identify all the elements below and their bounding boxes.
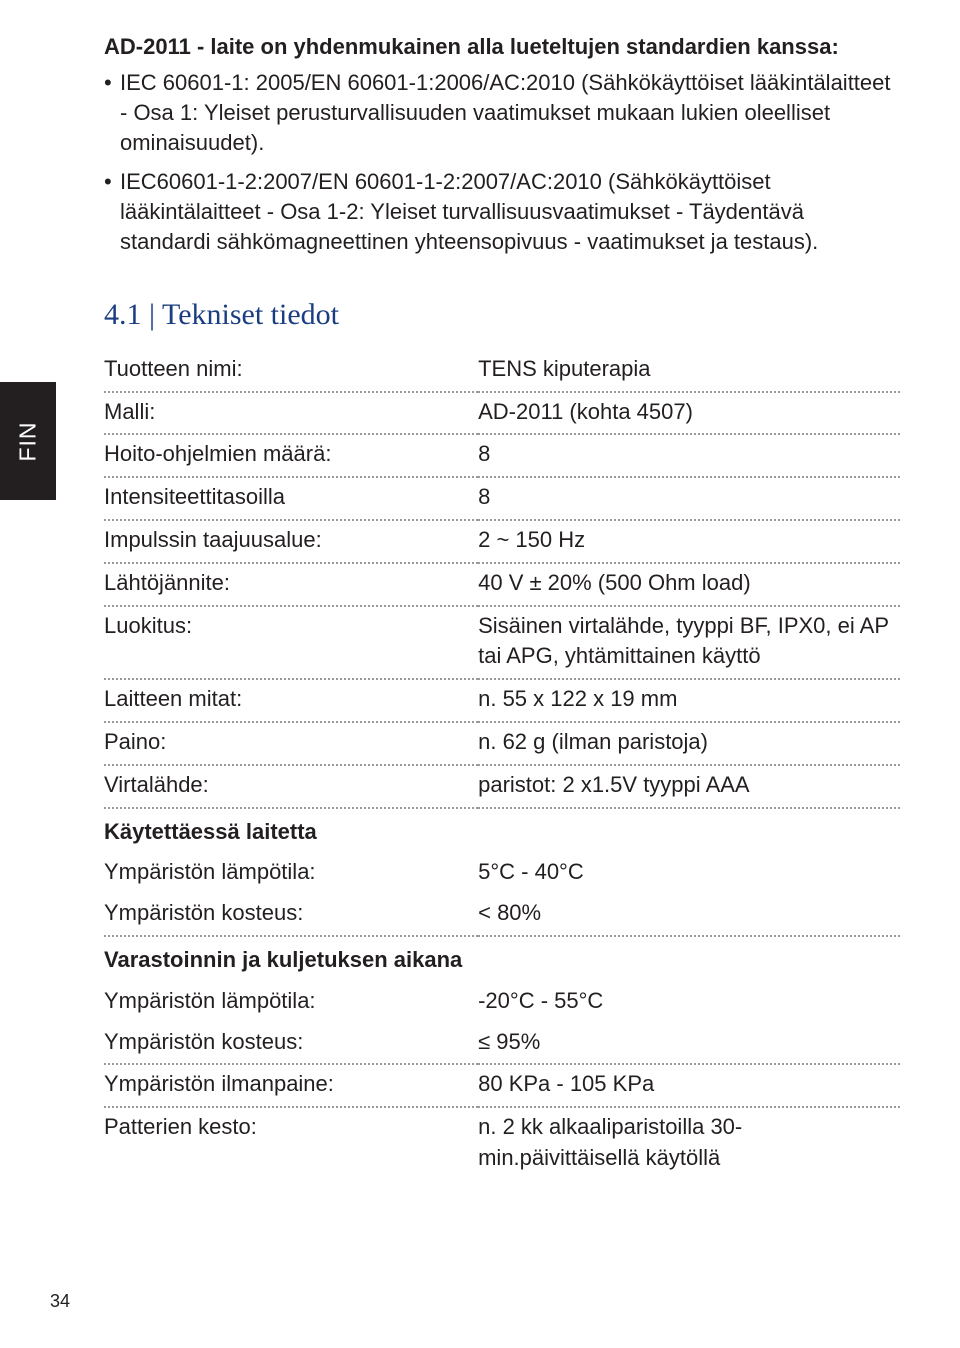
- compliance-bullets: IEC 60601-1: 2005/EN 60601-1:2006/AC:201…: [104, 68, 900, 258]
- spec-label: Intensiteettitasoilla: [104, 477, 478, 520]
- spec-row: Tuotteen nimi:TENS kiputerapia: [104, 350, 900, 392]
- spec-value: 8: [478, 434, 900, 477]
- spec-value: 40 V ± 20% (500 Ohm load): [478, 563, 900, 606]
- spec-label: Ympäristön kosteus:: [104, 1023, 478, 1065]
- spec-value: paristot: 2 x1.5V tyyppi AAA: [478, 765, 900, 808]
- spec-value: ≤ 95%: [478, 1023, 900, 1065]
- language-tab-label: FIN: [15, 421, 42, 461]
- spec-row: Ympäristön ilmanpaine:80 KPa - 105 KPa: [104, 1064, 900, 1107]
- spec-label: Varastoinnin ja kuljetuksen aikana: [104, 936, 900, 982]
- spec-label: Käytettäessä laitetta: [104, 808, 900, 854]
- spec-row: Virtalähde:paristot: 2 x1.5V tyyppi AAA: [104, 765, 900, 808]
- spec-value: TENS kiputerapia: [478, 350, 900, 392]
- spec-row: Hoito-ohjelmien määrä:8: [104, 434, 900, 477]
- spec-label: Tuotteen nimi:: [104, 350, 478, 392]
- spec-row: Paino:n. 62 g (ilman paristoja): [104, 722, 900, 765]
- spec-value: n. 2 kk alkaaliparistoilla 30-min.päivit…: [478, 1107, 900, 1180]
- spec-value: Sisäinen virtalähde, tyyppi BF, IPX0, ei…: [478, 606, 900, 680]
- page-number: 34: [50, 1291, 70, 1312]
- spec-row: Varastoinnin ja kuljetuksen aikana: [104, 936, 900, 982]
- spec-label: Lähtöjännite:: [104, 563, 478, 606]
- spec-row: Impulssin taajuusalue:2 ~ 150 Hz: [104, 520, 900, 563]
- spec-label: Paino:: [104, 722, 478, 765]
- spec-row: Ympäristön lämpötila:5°C - 40°C: [104, 853, 900, 894]
- spec-row: Ympäristön kosteus:≤ 95%: [104, 1023, 900, 1065]
- spec-row: Patterien kesto:n. 2 kk alkaaliparistoil…: [104, 1107, 900, 1180]
- spec-label: Virtalähde:: [104, 765, 478, 808]
- spec-label: Ympäristön ilmanpaine:: [104, 1064, 478, 1107]
- spec-row: Intensiteettitasoilla8: [104, 477, 900, 520]
- section-heading: 4.1 | Tekniset tiedot: [104, 298, 900, 332]
- spec-value: 2 ~ 150 Hz: [478, 520, 900, 563]
- spec-row: Luokitus:Sisäinen virtalähde, tyyppi BF,…: [104, 606, 900, 680]
- compliance-heading: AD-2011 - laite on yhdenmukainen alla lu…: [104, 32, 900, 62]
- spec-value: n. 55 x 122 x 19 mm: [478, 679, 900, 722]
- spec-row: Ympäristön kosteus:< 80%: [104, 894, 900, 936]
- spec-value: n. 62 g (ilman paristoja): [478, 722, 900, 765]
- spec-value: AD-2011 (kohta 4507): [478, 392, 900, 435]
- spec-label: Luokitus:: [104, 606, 478, 680]
- spec-value: 5°C - 40°C: [478, 853, 900, 894]
- specs-tbody: Tuotteen nimi:TENS kiputerapiaMalli:AD-2…: [104, 350, 900, 1180]
- spec-value: < 80%: [478, 894, 900, 936]
- spec-row: Ympäristön lämpötila:-20°C - 55°C: [104, 982, 900, 1023]
- spec-row: Lähtöjännite:40 V ± 20% (500 Ohm load): [104, 563, 900, 606]
- spec-label: Patterien kesto:: [104, 1107, 478, 1180]
- spec-value: 8: [478, 477, 900, 520]
- compliance-bullet-2: IEC60601-1-2:2007/EN 60601-1-2:2007/AC:2…: [104, 167, 900, 258]
- spec-value: 80 KPa - 105 KPa: [478, 1064, 900, 1107]
- spec-label: Laitteen mitat:: [104, 679, 478, 722]
- spec-label: Ympäristön kosteus:: [104, 894, 478, 936]
- spec-row: Laitteen mitat:n. 55 x 122 x 19 mm: [104, 679, 900, 722]
- spec-label: Hoito-ohjelmien määrä:: [104, 434, 478, 477]
- spec-label: Malli:: [104, 392, 478, 435]
- spec-label: Ympäristön lämpötila:: [104, 982, 478, 1023]
- specs-table: Tuotteen nimi:TENS kiputerapiaMalli:AD-2…: [104, 350, 900, 1180]
- language-tab: FIN: [0, 382, 56, 500]
- spec-row: Käytettäessä laitetta: [104, 808, 900, 854]
- spec-label: Ympäristön lämpötila:: [104, 853, 478, 894]
- spec-value: -20°C - 55°C: [478, 982, 900, 1023]
- spec-label: Impulssin taajuusalue:: [104, 520, 478, 563]
- spec-row: Malli:AD-2011 (kohta 4507): [104, 392, 900, 435]
- compliance-bullet-1: IEC 60601-1: 2005/EN 60601-1:2006/AC:201…: [104, 68, 900, 159]
- page-content: AD-2011 - laite on yhdenmukainen alla lu…: [0, 0, 960, 1180]
